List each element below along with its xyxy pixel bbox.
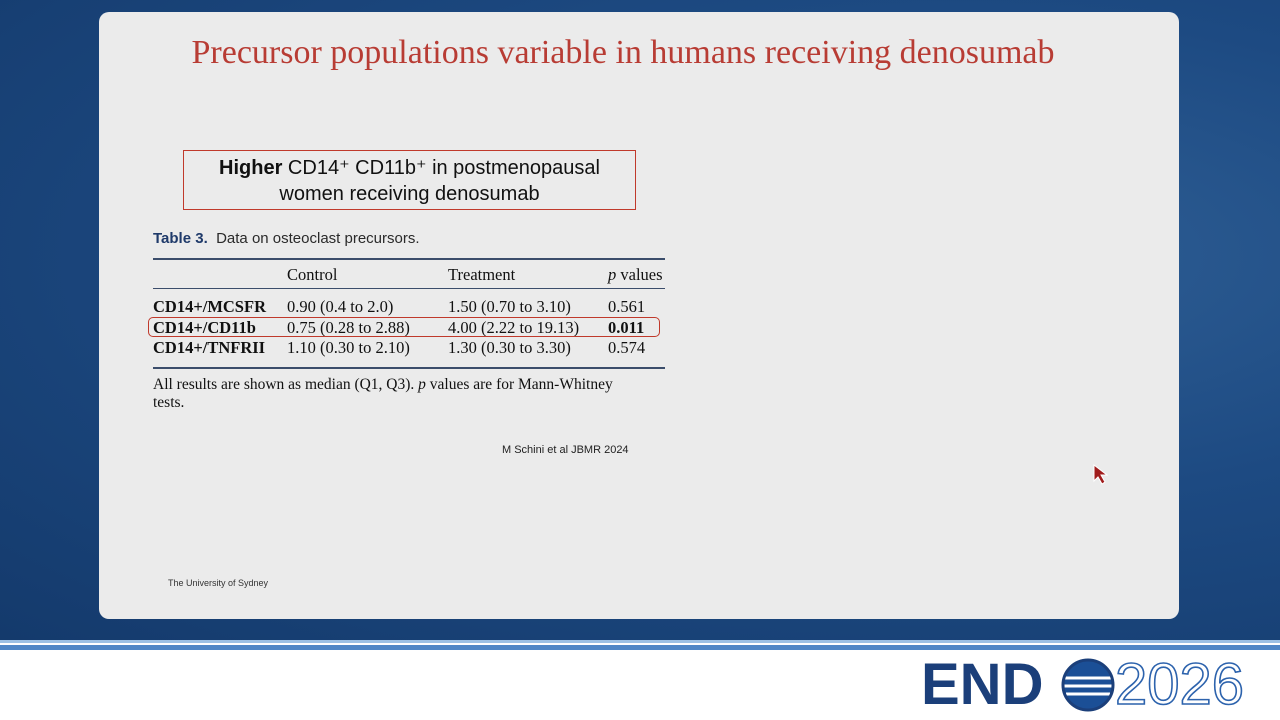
col-header: Control [287, 265, 338, 284]
citation: M Schini et al JBMR 2024 [502, 444, 629, 456]
row-label: CD14+/TNFRII [153, 338, 266, 357]
slide-title: Precursor populations variable in humans… [191, 34, 1055, 71]
table-rule [153, 367, 665, 369]
footnote-text: values are for Mann-Whitney [425, 376, 613, 393]
table-cell: 0.574 [608, 338, 646, 357]
callout-text: women receiving denosumab [279, 183, 540, 205]
logo-left: END [921, 652, 1043, 717]
logo: END 2026 [921, 652, 1245, 718]
table-cell: 1.30 (0.30 to 3.30) [448, 338, 571, 357]
table-cell: 0.561 [608, 297, 646, 316]
table-caption: Table 3. Data on osteoclast precursors. [153, 230, 420, 247]
table-rule [153, 258, 665, 260]
caption-label: Table 3. [153, 230, 208, 247]
callout: Higher CD14⁺ CD11b⁺ in postmenopausal wo… [183, 150, 636, 210]
caption-text: Data on osteoclast precursors. [216, 230, 420, 247]
band-line [0, 645, 1280, 650]
callout-text: CD14⁺ CD11b⁺ in postmenopausal [282, 157, 600, 179]
row-label: CD14+/MCSFR [153, 297, 266, 316]
table-rule [153, 288, 665, 289]
footnote-text: All results are shown as median (Q1, Q3)… [153, 376, 419, 393]
callout-bold: Higher [219, 157, 283, 179]
table-cell: 0.90 (0.4 to 2.0) [287, 297, 394, 316]
band-line [0, 640, 1280, 643]
highlight-box [148, 317, 660, 337]
p-italic: p [418, 376, 426, 393]
col-header: p values [608, 265, 663, 285]
table-cell: 1.50 (0.70 to 3.10) [448, 297, 571, 316]
col-header-text: values [616, 265, 663, 284]
slide: Precursor populations variable in humans… [99, 12, 1179, 619]
row-label: CD14+/CD11b [153, 317, 256, 337]
footer: The University of Sydney [168, 578, 269, 588]
table-cell: 4.00 (2.22 to 19.13) [448, 317, 580, 337]
table-footnote: All results are shown as median (Q1, Q3)… [153, 376, 613, 412]
cursor [1093, 463, 1109, 485]
footnote-text: tests. [153, 394, 185, 411]
table-cell: 0.75 (0.28 to 2.88) [287, 317, 410, 337]
logo-right: 2026 [1115, 652, 1244, 717]
col-header: Treatment [448, 265, 516, 284]
logo-globe [1061, 658, 1115, 712]
table-cell: 1.10 (0.30 to 2.10) [287, 338, 410, 357]
p-italic: p [608, 265, 617, 284]
table-cell: 0.011 [608, 317, 645, 337]
